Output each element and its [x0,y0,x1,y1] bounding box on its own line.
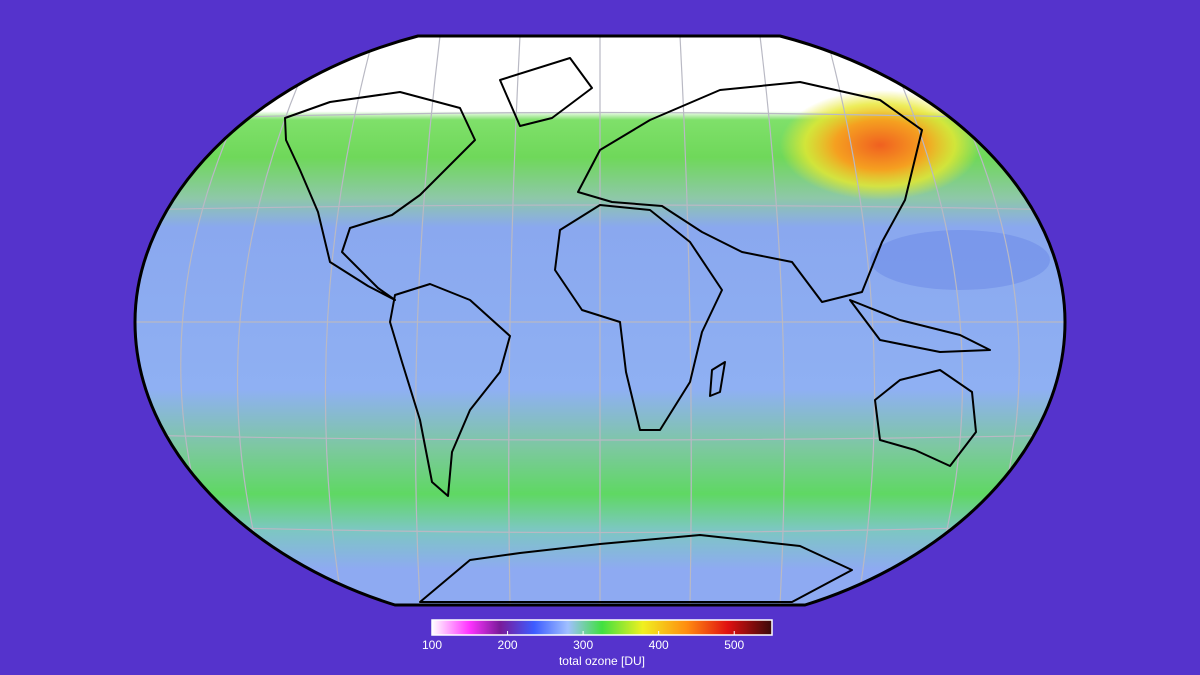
colorbar-tick-label: 400 [649,638,669,652]
coastlines [284,57,991,603]
colorbar-tick-label: 500 [724,638,744,652]
colorbar-tick-label: 100 [422,638,442,652]
colorbar-scale [431,619,773,636]
ozone-low [870,230,1050,290]
map-frame [133,34,1067,607]
colorbar: total ozone [DU] 100 200 300 400 500 [422,619,773,668]
colorbar-tick-label: 300 [573,638,593,652]
colorbar-label: total ozone [DU] [559,654,645,668]
colorbar-tick-label: 200 [498,638,518,652]
ozone-high [780,90,980,200]
map [135,36,1065,605]
